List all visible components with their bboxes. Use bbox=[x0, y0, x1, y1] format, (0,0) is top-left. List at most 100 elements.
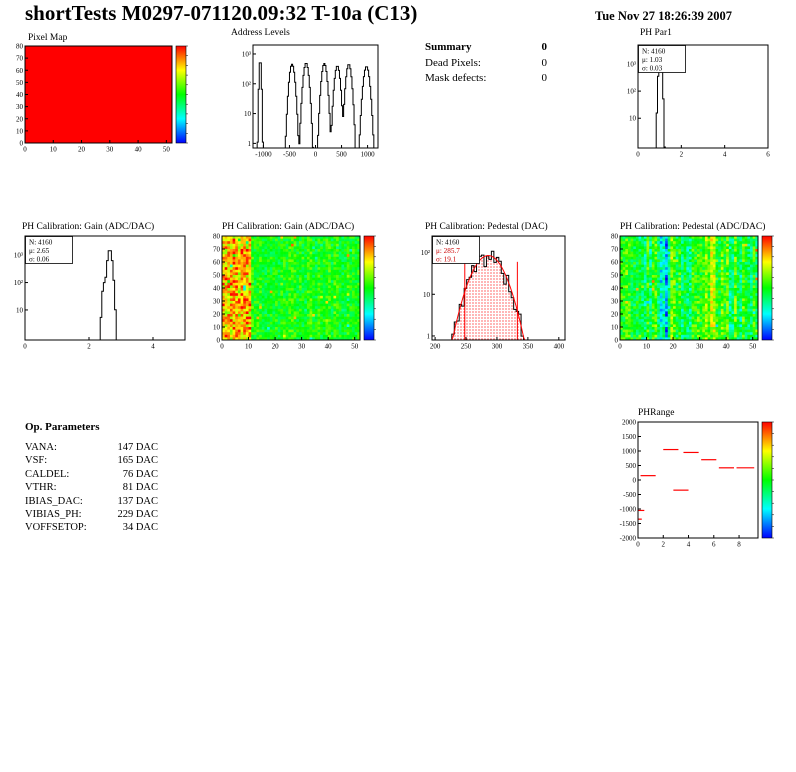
svg-text:-500: -500 bbox=[283, 151, 296, 159]
op-value: 81 DAC bbox=[122, 482, 158, 494]
op-row-vsf: VSF: 165 DAC bbox=[25, 454, 158, 467]
svg-text:0: 0 bbox=[217, 337, 221, 345]
summary-block: Summary 0 Dead Pixels: 0 Mask defects: 0 bbox=[425, 41, 547, 88]
svg-text:μ: 1.03: μ: 1.03 bbox=[642, 56, 663, 64]
svg-text:PH Calibration: Gain (ADC/DAC): PH Calibration: Gain (ADC/DAC) bbox=[222, 221, 354, 232]
svg-text:0: 0 bbox=[615, 337, 619, 345]
svg-text:50: 50 bbox=[351, 343, 359, 351]
svg-text:1500: 1500 bbox=[622, 433, 637, 441]
svg-text:10: 10 bbox=[245, 343, 253, 351]
svg-text:-1000: -1000 bbox=[620, 506, 637, 514]
svg-text:30: 30 bbox=[16, 103, 24, 111]
svg-text:10: 10 bbox=[16, 306, 24, 314]
op-label: VTHR: bbox=[25, 482, 57, 494]
svg-text:4: 4 bbox=[687, 541, 691, 549]
svg-text:40: 40 bbox=[16, 91, 24, 99]
svg-text:80: 80 bbox=[611, 233, 619, 241]
svg-text:σ: 19.1: σ: 19.1 bbox=[436, 256, 457, 264]
svg-text:0: 0 bbox=[23, 146, 27, 154]
svg-text:10: 10 bbox=[16, 127, 24, 135]
svg-text:6: 6 bbox=[766, 151, 770, 159]
op-label: IBIAS_DAC: bbox=[25, 495, 83, 507]
pedestal-map-chart: PH Calibration: Pedestal (ADC/DAC) 0 10 20 3… bbox=[611, 221, 774, 351]
summary-row-dead-pixels: Dead Pixels: 0 bbox=[425, 57, 547, 69]
svg-text:Address Levels: Address Levels bbox=[231, 28, 290, 38]
svg-text:10²: 10² bbox=[14, 279, 23, 287]
op-row-voffsetop: VOFFSETOP: 34 DAC bbox=[25, 521, 158, 534]
op-value: 137 DAC bbox=[117, 495, 158, 507]
svg-text:-1500: -1500 bbox=[620, 520, 637, 528]
svg-text:10: 10 bbox=[50, 146, 58, 154]
svg-text:1000: 1000 bbox=[622, 448, 637, 456]
svg-text:-500: -500 bbox=[623, 491, 636, 499]
svg-text:30: 30 bbox=[298, 343, 306, 351]
op-label: VOFFSETOP: bbox=[25, 522, 87, 534]
svg-text:80: 80 bbox=[16, 43, 24, 51]
svg-text:-1000: -1000 bbox=[255, 151, 272, 159]
svg-text:PH Calibration: Pedestal (ADC/: PH Calibration: Pedestal (ADC/DAC) bbox=[620, 221, 765, 232]
op-label: VSF: bbox=[25, 455, 48, 467]
svg-text:10³: 10³ bbox=[627, 60, 636, 68]
summary-row-value: 0 bbox=[541, 72, 548, 84]
svg-text:70: 70 bbox=[611, 246, 619, 254]
svg-text:10²: 10² bbox=[421, 249, 430, 257]
svg-text:PH Calibration: Gain (ADC/DAC): PH Calibration: Gain (ADC/DAC) bbox=[22, 221, 154, 232]
op-row-vibias-ph: VIBIAS_PH: 229 DAC bbox=[25, 508, 158, 521]
svg-text:μ: 285.7: μ: 285.7 bbox=[436, 247, 460, 255]
pedestal-histogram-chart: PH Calibration: Pedestal (DAC) 200 250 300 3… bbox=[421, 221, 566, 351]
op-label: CALDEL: bbox=[25, 468, 70, 480]
svg-text:2000: 2000 bbox=[622, 419, 637, 427]
svg-text:10: 10 bbox=[423, 291, 431, 299]
svg-text:500: 500 bbox=[336, 151, 347, 159]
svg-text:0: 0 bbox=[23, 343, 27, 351]
svg-text:50: 50 bbox=[749, 343, 757, 351]
svg-text:0: 0 bbox=[220, 343, 224, 351]
svg-text:20: 20 bbox=[272, 343, 280, 351]
svg-text:40: 40 bbox=[611, 285, 619, 293]
summary-row-value: 0 bbox=[541, 56, 548, 69]
gain-histogram-chart: PH Calibration: Gain (ADC/DAC) 0 2 4 10 10² 10… bbox=[14, 221, 186, 351]
svg-text:60: 60 bbox=[213, 259, 221, 267]
svg-text:50: 50 bbox=[213, 272, 221, 280]
svg-text:10: 10 bbox=[244, 110, 252, 118]
op-value: 147 DAC bbox=[117, 442, 158, 453]
svg-text:10: 10 bbox=[213, 324, 221, 332]
svg-text:30: 30 bbox=[213, 298, 221, 306]
summary-heading-value: 0 bbox=[541, 41, 548, 53]
svg-text:40: 40 bbox=[213, 285, 221, 293]
op-value: 34 DAC bbox=[122, 522, 158, 534]
svg-text:50: 50 bbox=[611, 272, 619, 280]
svg-text:20: 20 bbox=[16, 115, 24, 123]
summary-heading: Summary bbox=[425, 41, 472, 53]
svg-text:50: 50 bbox=[163, 146, 171, 154]
svg-text:10²: 10² bbox=[242, 80, 251, 88]
svg-text:10: 10 bbox=[629, 115, 637, 123]
svg-text:40: 40 bbox=[325, 343, 333, 351]
svg-text:μ: 2.65: μ: 2.65 bbox=[29, 247, 50, 255]
svg-text:0: 0 bbox=[314, 151, 318, 159]
svg-text:10²: 10² bbox=[627, 88, 636, 96]
svg-text:0: 0 bbox=[20, 140, 24, 148]
op-label: VANA: bbox=[25, 442, 57, 453]
svg-text:60: 60 bbox=[16, 67, 24, 75]
svg-text:N: 4160: N: 4160 bbox=[29, 239, 53, 247]
svg-text:1000: 1000 bbox=[361, 151, 376, 159]
summary-row-mask-defects: Mask defects: 0 bbox=[425, 72, 547, 84]
svg-text:70: 70 bbox=[16, 55, 24, 63]
svg-text:400: 400 bbox=[554, 343, 565, 351]
svg-text:70: 70 bbox=[213, 246, 221, 254]
svg-text:40: 40 bbox=[135, 146, 143, 154]
svg-text:σ: 0.06: σ: 0.06 bbox=[29, 256, 50, 264]
svg-text:50: 50 bbox=[16, 79, 24, 87]
op-row-ibias-dac: IBIAS_DAC: 137 DAC bbox=[25, 495, 158, 508]
svg-text:σ: 0.03: σ: 0.03 bbox=[642, 65, 663, 73]
address-levels-chart: Address Levels -1000 -500 0 500 1000 1 10 10² 10³ bbox=[231, 28, 379, 159]
svg-text:200: 200 bbox=[430, 343, 441, 351]
svg-text:20: 20 bbox=[670, 343, 678, 351]
timestamp: Tue Nov 27 18:26:39 2007 bbox=[595, 9, 733, 23]
svg-text:20: 20 bbox=[78, 146, 86, 154]
svg-text:6: 6 bbox=[712, 541, 716, 549]
op-value: 165 DAC bbox=[117, 455, 158, 467]
